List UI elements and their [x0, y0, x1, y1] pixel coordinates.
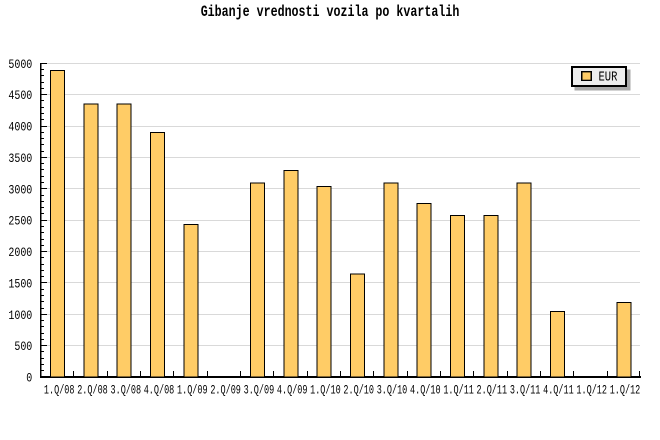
- svg-text:3.Q/11: 3.Q/11: [510, 384, 541, 398]
- svg-text:4.Q/10: 4.Q/10: [410, 384, 441, 398]
- svg-text:500: 500: [14, 341, 32, 354]
- svg-text:1.Q/08: 1.Q/08: [44, 384, 75, 398]
- svg-text:2.Q/09: 2.Q/09: [210, 384, 241, 398]
- svg-text:5000: 5000: [8, 59, 32, 72]
- svg-text:1.Q/10: 1.Q/10: [310, 384, 341, 398]
- svg-text:4.Q/08: 4.Q/08: [144, 384, 175, 398]
- svg-text:1.Q/12: 1.Q/12: [610, 384, 641, 398]
- svg-text:0: 0: [26, 373, 32, 386]
- svg-text:4000: 4000: [8, 122, 32, 135]
- svg-text:1.Q/11: 1.Q/11: [443, 384, 474, 398]
- svg-text:4.Q/11: 4.Q/11: [543, 384, 574, 398]
- svg-text:3.Q/08: 3.Q/08: [111, 384, 142, 398]
- svg-text:EUR: EUR: [599, 69, 618, 85]
- svg-text:1500: 1500: [8, 279, 32, 292]
- svg-text:3000: 3000: [8, 184, 32, 197]
- svg-text:1.Q/09: 1.Q/09: [177, 384, 208, 398]
- svg-text:4500: 4500: [8, 90, 32, 103]
- svg-text:Gibanje vrednosti vozila po kv: Gibanje vrednosti vozila po kvartalih: [201, 3, 460, 21]
- svg-text:2.Q/10: 2.Q/10: [343, 384, 374, 398]
- svg-text:1000: 1000: [8, 310, 32, 323]
- svg-text:2.Q/11: 2.Q/11: [477, 384, 508, 398]
- svg-text:2.Q/08: 2.Q/08: [77, 384, 108, 398]
- svg-text:1.Q/12: 1.Q/12: [576, 384, 607, 398]
- svg-text:2000: 2000: [8, 247, 32, 260]
- svg-text:2500: 2500: [8, 216, 32, 229]
- svg-text:3.Q/10: 3.Q/10: [377, 384, 408, 398]
- svg-text:3.Q/09: 3.Q/09: [244, 384, 275, 398]
- svg-text:4.Q/09: 4.Q/09: [277, 384, 308, 398]
- svg-text:3500: 3500: [8, 153, 32, 166]
